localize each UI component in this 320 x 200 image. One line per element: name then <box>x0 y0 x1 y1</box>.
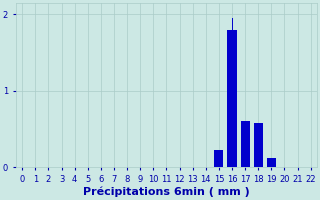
Bar <box>254 123 263 167</box>
Bar <box>241 121 250 167</box>
X-axis label: Précipitations 6min ( mm ): Précipitations 6min ( mm ) <box>83 187 250 197</box>
Bar <box>214 150 223 167</box>
Bar <box>228 30 236 167</box>
Bar <box>267 158 276 167</box>
